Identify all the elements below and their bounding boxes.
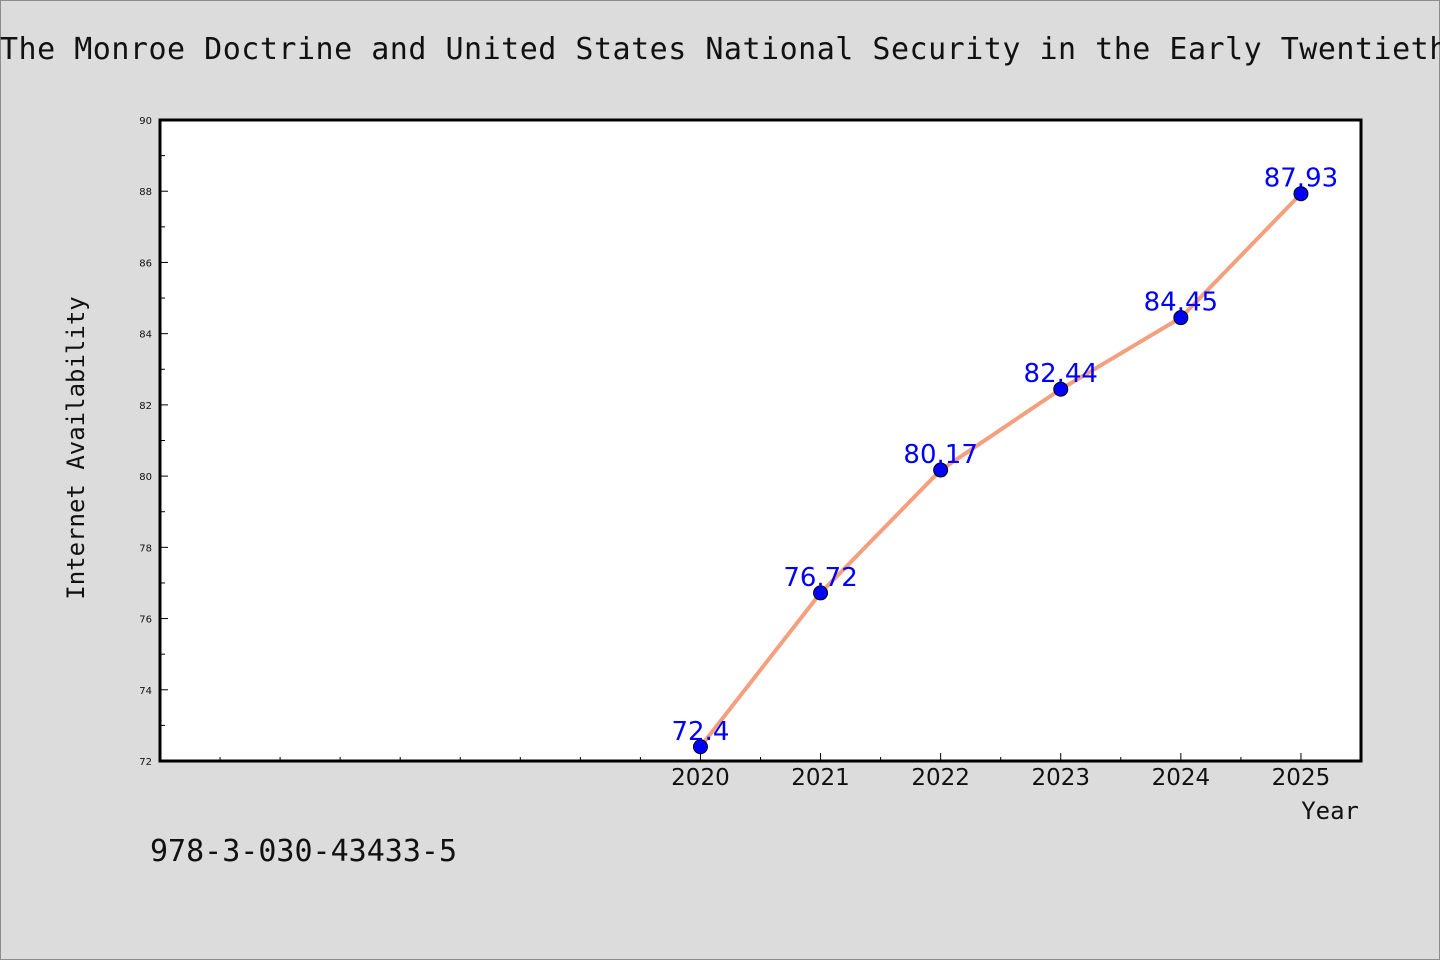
isbn-text: 978-3-030-43433-5 bbox=[150, 834, 458, 869]
y-tick-label: 86 bbox=[139, 258, 152, 269]
x-tick-label: 2021 bbox=[791, 765, 850, 791]
y-tick-label: 76 bbox=[139, 615, 152, 626]
data-label: 80.17 bbox=[903, 440, 977, 470]
y-tick-label: 82 bbox=[139, 401, 152, 412]
y-tick-label: 72 bbox=[139, 757, 152, 768]
y-tick-label: 88 bbox=[139, 187, 152, 198]
x-tick-label: 2025 bbox=[1272, 765, 1331, 791]
x-tick-label: 2020 bbox=[671, 765, 730, 791]
data-label: 82.44 bbox=[1024, 359, 1098, 389]
chart-title: The Monroe Doctrine and United States Na… bbox=[0, 32, 1440, 67]
data-point bbox=[1173, 310, 1189, 326]
y-axis-label: Internet Availability bbox=[62, 296, 90, 599]
y-tick-label: 74 bbox=[139, 686, 152, 697]
data-point bbox=[1293, 186, 1309, 202]
data-label: 84.45 bbox=[1144, 288, 1218, 318]
y-tick-label: 84 bbox=[139, 330, 152, 341]
x-tick-label: 2024 bbox=[1152, 765, 1211, 791]
data-point bbox=[1053, 381, 1069, 397]
data-labels: 72.4 76.72 80.17 82.44 84.45 87.93 bbox=[672, 164, 1339, 747]
plot-area bbox=[160, 120, 1361, 761]
x-tick-label: 2022 bbox=[911, 765, 970, 791]
data-label: 72.4 bbox=[672, 717, 730, 747]
y-tick-label: 80 bbox=[139, 472, 152, 483]
y-tick-label: 90 bbox=[139, 116, 152, 127]
series-markers bbox=[692, 186, 1309, 755]
data-point bbox=[692, 739, 708, 755]
x-tick-label: 2023 bbox=[1031, 765, 1090, 791]
y-axis-ticks: 72 74 76 78 80 82 84 86 88 90 bbox=[139, 116, 168, 768]
series-line bbox=[698, 191, 1303, 749]
x-axis-label: Year bbox=[1301, 797, 1359, 825]
x-axis-ticks: 2020 2021 2022 2023 2024 2025 bbox=[671, 753, 1330, 791]
data-point bbox=[933, 462, 949, 478]
y-tick-label: 78 bbox=[139, 543, 152, 554]
data-label: 87.93 bbox=[1264, 164, 1338, 194]
data-label: 76.72 bbox=[783, 563, 857, 593]
plot-border bbox=[158, 118, 1363, 763]
data-point bbox=[813, 585, 829, 601]
series-line-group bbox=[698, 191, 1303, 749]
